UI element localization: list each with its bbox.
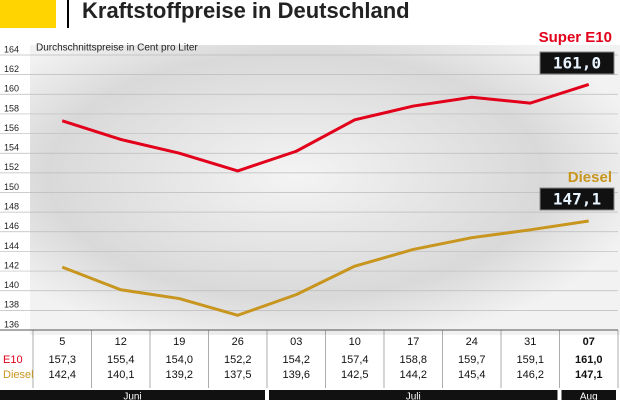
month-label: Juni [123, 392, 141, 400]
value-label: 157,4 [341, 354, 369, 366]
x-tick-label: 12 [115, 336, 127, 348]
series-label: Super E10 [539, 29, 612, 46]
y-tick-label: 142 [4, 260, 19, 270]
logo-square [0, 0, 56, 28]
y-tick-label: 148 [4, 202, 19, 212]
y-tick-label: 152 [4, 162, 19, 172]
month-bar [0, 390, 265, 400]
x-tick-label: 5 [59, 336, 65, 348]
value-label: 144,2 [399, 369, 427, 381]
y-tick-label: 146 [4, 221, 19, 231]
series-label: Diesel [568, 169, 612, 186]
value-label: 142,4 [48, 369, 76, 381]
y-tick-label: 136 [4, 319, 19, 329]
value-label: 161,0 [575, 354, 603, 366]
value-label: 159,7 [458, 354, 486, 366]
month-label: Juli [406, 392, 421, 400]
price-display [539, 51, 615, 75]
x-tick-label: 03 [290, 336, 302, 348]
month-bar [269, 390, 558, 400]
price-display-text: 161,0 [553, 54, 601, 73]
y-tick-label: 144 [4, 241, 19, 251]
value-label: 137,5 [224, 369, 252, 381]
y-tick-label: 150 [4, 182, 19, 192]
value-label: 158,8 [399, 354, 427, 366]
y-tick-label: 160 [4, 84, 19, 94]
row-label: Diesel [3, 369, 34, 381]
value-label: 154,2 [282, 354, 310, 366]
value-label: 146,2 [516, 369, 544, 381]
price-display-text: 147,1 [553, 190, 601, 209]
series-line [61, 219, 589, 317]
x-tick-label: 17 [407, 336, 419, 348]
month-bar [561, 390, 616, 400]
value-label: 145,4 [458, 369, 486, 381]
y-tick-label: 140 [4, 280, 19, 290]
value-label: 159,1 [516, 354, 544, 366]
value-label: 155,4 [107, 354, 135, 366]
value-label: 139,6 [282, 369, 310, 381]
series-line [61, 83, 590, 173]
x-tick-label: 19 [173, 336, 185, 348]
value-label: 140,1 [107, 369, 135, 381]
x-tick-label: 07 [583, 336, 595, 348]
value-label: 154,0 [165, 354, 193, 366]
y-tick-label: 156 [4, 123, 19, 133]
price-display [539, 187, 615, 211]
x-tick-label: 24 [466, 336, 478, 348]
y-tick-label: 162 [4, 64, 19, 74]
value-label: 157,3 [48, 354, 76, 366]
row-label: E10 [3, 354, 23, 366]
x-tick-label: 10 [349, 336, 361, 348]
month-label: Aug [580, 392, 598, 400]
value-label: 147,1 [575, 369, 603, 381]
y-tick-label: 154 [4, 143, 19, 153]
background-photo [30, 45, 620, 335]
x-tick-label: 26 [232, 336, 244, 348]
chart-subtitle: Durchschnittspreise in Cent pro Liter [36, 43, 198, 54]
y-tick-label: 164 [4, 44, 19, 54]
chart-title: Kraftstoffpreise in Deutschland [82, 0, 410, 23]
value-label: 142,5 [341, 369, 369, 381]
y-tick-label: 138 [4, 300, 19, 310]
value-label: 139,2 [165, 369, 193, 381]
y-tick-label: 158 [4, 103, 19, 113]
value-label: 152,2 [224, 354, 252, 366]
x-tick-label: 31 [524, 336, 536, 348]
